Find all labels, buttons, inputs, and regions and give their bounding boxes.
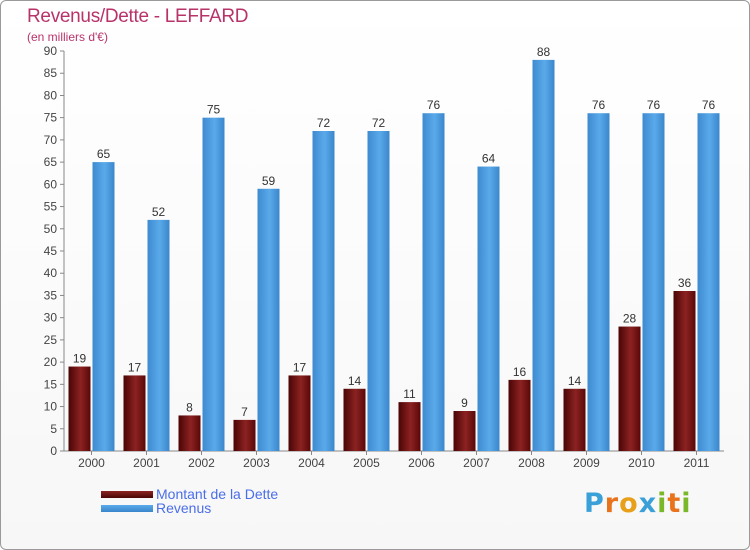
data-label-revenue: 76: [647, 98, 661, 112]
logo-letter: i: [657, 488, 668, 519]
chart-subtitle: (en milliers d'€): [27, 30, 108, 44]
y-tick-label: 45: [44, 244, 58, 258]
y-tick-label: 55: [44, 200, 58, 214]
bar-debt: [178, 415, 201, 451]
x-tick-label: 2011: [684, 456, 710, 470]
x-tick-label: 2004: [298, 456, 325, 470]
x-tick-label: 2001: [133, 456, 160, 470]
data-label-revenue: 75: [207, 103, 221, 117]
legend-label-revenue: Revenus: [156, 500, 212, 516]
y-tick-label: 5: [50, 422, 57, 436]
y-tick-label: 40: [44, 266, 58, 280]
bar-revenue: [312, 131, 335, 451]
x-tick-label: 2009: [573, 456, 600, 470]
legend-item-revenue: Revenus: [101, 500, 278, 516]
data-label-debt: 14: [568, 374, 582, 388]
x-tick-label: 2007: [463, 456, 490, 470]
bar-revenue: [477, 166, 500, 452]
x-tick-label: 2010: [628, 456, 655, 470]
data-label-debt: 19: [73, 352, 87, 366]
data-label-debt: 9: [461, 396, 468, 410]
bar-revenue: [642, 113, 665, 451]
y-tick-label: 70: [44, 133, 58, 147]
data-label-revenue: 65: [97, 147, 111, 161]
data-label-revenue: 72: [372, 116, 386, 130]
bar-revenue: [257, 188, 280, 451]
data-label-revenue: 76: [702, 98, 716, 112]
bar-debt: [343, 388, 366, 451]
bar-revenue: [532, 59, 555, 452]
y-tick-label: 80: [44, 88, 58, 102]
data-label-revenue: 72: [317, 116, 331, 130]
logo-letter: r: [604, 488, 620, 519]
logo-letter: o: [619, 488, 639, 519]
data-label-debt: 17: [293, 360, 307, 374]
data-label-revenue: 76: [592, 98, 606, 112]
y-tick-label: 50: [44, 222, 58, 236]
bar-revenue: [422, 113, 445, 451]
x-tick-label: 2008: [518, 456, 545, 470]
bar-debt: [233, 419, 256, 451]
data-label-debt: 17: [128, 360, 142, 374]
data-label-debt: 28: [623, 312, 637, 326]
data-label-debt: 11: [403, 387, 416, 401]
logo-letter: t: [667, 488, 682, 519]
x-tick-label: 2000: [78, 456, 105, 470]
bar-debt: [618, 326, 641, 451]
x-tick-label: 2002: [188, 456, 215, 470]
y-tick-label: 10: [44, 400, 58, 414]
y-tick-label: 25: [44, 333, 58, 347]
y-tick-label: 90: [44, 44, 58, 58]
bar-revenue: [367, 131, 390, 451]
bar-debt: [673, 291, 696, 451]
bar-debt: [508, 379, 531, 451]
data-label-revenue: 76: [427, 98, 441, 112]
bar-revenue: [92, 162, 115, 451]
data-label-debt: 8: [186, 400, 193, 414]
y-tick-label: 85: [44, 66, 58, 80]
data-label-revenue: 59: [262, 174, 276, 188]
proxiti-logo: Proxiti: [584, 488, 692, 519]
data-label-revenue: 52: [152, 205, 166, 219]
bar-revenue: [147, 219, 170, 451]
bar-debt: [68, 366, 91, 451]
data-label-debt: 7: [241, 405, 248, 419]
logo-letter: i: [681, 488, 692, 519]
logo-letter: P: [584, 488, 605, 519]
y-tick-label: 35: [44, 288, 58, 302]
legend-item-debt: Montant de la Dette: [101, 486, 279, 502]
data-label-debt: 14: [348, 374, 362, 388]
chart-title: Revenus/Dette - LEFFARD: [27, 6, 249, 27]
y-tick-label: 75: [44, 111, 58, 125]
data-label-debt: 16: [513, 365, 527, 379]
x-tick-label: 2003: [243, 456, 270, 470]
data-label-debt: 36: [678, 276, 692, 290]
data-label-revenue: 88: [537, 45, 551, 59]
bar-revenue: [587, 113, 610, 451]
x-tick-label: 2005: [353, 456, 380, 470]
x-tick-label: 2006: [408, 456, 435, 470]
bar-debt: [123, 375, 146, 451]
bar-revenue: [697, 113, 720, 451]
bar-debt: [288, 375, 311, 451]
y-tick-label: 65: [44, 155, 58, 169]
bar-debt: [398, 402, 421, 451]
bar-revenue: [202, 117, 225, 452]
logo-letter: x: [638, 488, 658, 519]
legend: Montant de la Dette Revenus: [101, 486, 279, 516]
y-tick-label: 0: [50, 444, 57, 458]
y-tick-label: 30: [44, 311, 58, 325]
bar-debt: [453, 411, 476, 451]
legend-swatch-debt: [101, 490, 153, 498]
y-tick-label: 20: [44, 355, 58, 369]
legend-swatch-revenue: [101, 504, 153, 512]
legend-label-debt: Montant de la Dette: [156, 486, 279, 502]
y-tick-label: 60: [44, 177, 58, 191]
bar-debt: [563, 388, 586, 451]
data-label-revenue: 64: [482, 152, 496, 166]
y-tick-label: 15: [44, 377, 58, 391]
